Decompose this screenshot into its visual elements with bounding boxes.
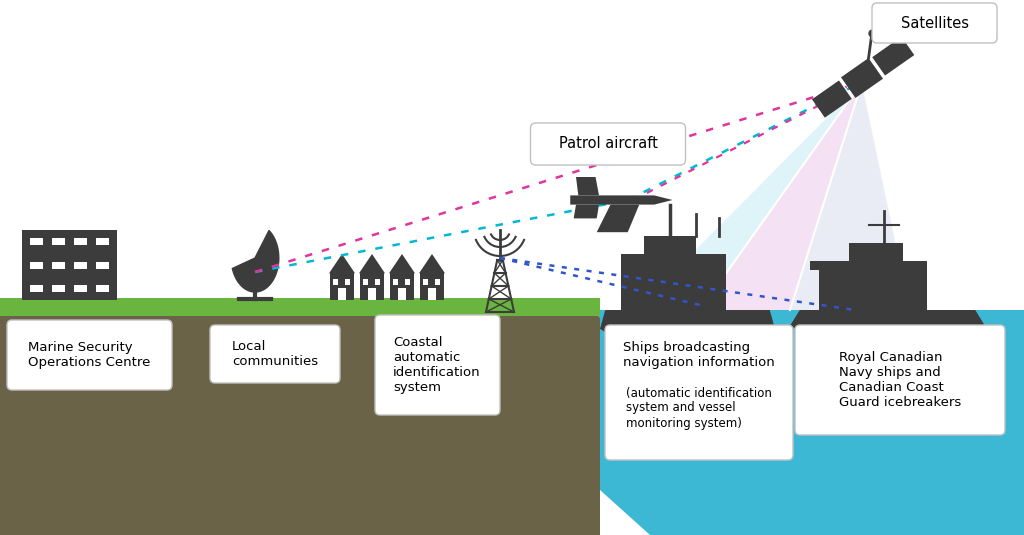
Bar (74, 262, 87, 269)
Bar (393, 279, 398, 285)
FancyBboxPatch shape (210, 325, 340, 383)
FancyBboxPatch shape (605, 325, 793, 460)
Bar (435, 279, 440, 285)
Bar (96, 239, 110, 246)
Bar (404, 279, 411, 285)
Bar (22, 230, 117, 300)
Bar (52, 262, 66, 269)
Bar (398, 288, 406, 300)
Polygon shape (389, 254, 415, 273)
Bar (30, 262, 43, 269)
Polygon shape (419, 254, 445, 273)
Bar (0, 310, 600, 535)
Text: Marine Security
Operations Centre: Marine Security Operations Centre (29, 341, 151, 369)
Bar (810, 261, 833, 270)
Text: Royal Canadian
Navy ships and
Canadian Coast
Guard icebreakers: Royal Canadian Navy ships and Canadian C… (839, 351, 962, 409)
Polygon shape (812, 80, 852, 118)
Bar (52, 239, 66, 246)
Text: (automatic identification
system and vessel
monitoring system): (automatic identification system and ves… (626, 386, 772, 430)
Polygon shape (841, 58, 883, 98)
Bar (74, 285, 87, 292)
Bar (330, 273, 354, 300)
Polygon shape (570, 195, 673, 204)
Text: Satellites: Satellites (900, 16, 969, 30)
Polygon shape (871, 37, 914, 76)
Bar (360, 273, 384, 300)
PathPatch shape (580, 310, 1024, 535)
Polygon shape (573, 204, 599, 218)
FancyBboxPatch shape (7, 320, 172, 390)
Text: Local
communities: Local communities (232, 340, 318, 368)
Bar (333, 279, 338, 285)
Bar (345, 279, 350, 285)
Ellipse shape (617, 215, 631, 222)
Bar (819, 261, 927, 310)
Polygon shape (597, 204, 639, 232)
FancyBboxPatch shape (872, 3, 997, 43)
Polygon shape (790, 82, 910, 310)
Bar (0, 298, 600, 316)
Text: Patrol aircraft: Patrol aircraft (558, 136, 657, 151)
Bar (338, 288, 345, 300)
Text: Coastal
automatic
identification
system: Coastal automatic identification system (393, 336, 481, 394)
Polygon shape (329, 254, 355, 273)
Bar (30, 239, 43, 246)
Polygon shape (359, 254, 385, 273)
Bar (428, 288, 435, 300)
Polygon shape (700, 82, 862, 310)
Bar (96, 262, 110, 269)
Bar (390, 273, 414, 300)
FancyBboxPatch shape (375, 315, 500, 415)
Bar (96, 285, 110, 292)
Polygon shape (232, 231, 279, 292)
FancyBboxPatch shape (530, 123, 685, 165)
Polygon shape (600, 310, 775, 341)
Polygon shape (790, 310, 985, 339)
Bar (52, 285, 66, 292)
Polygon shape (635, 82, 862, 310)
Bar (362, 279, 369, 285)
Bar (849, 242, 903, 261)
FancyBboxPatch shape (795, 325, 1005, 435)
Bar (30, 285, 43, 292)
Bar (423, 279, 428, 285)
Bar (420, 273, 444, 300)
Bar (621, 254, 726, 310)
Bar (369, 288, 376, 300)
Text: Ships broadcasting
navigation information: Ships broadcasting navigation informatio… (624, 341, 775, 369)
Polygon shape (575, 177, 599, 195)
Bar (644, 236, 696, 254)
Bar (375, 279, 380, 285)
Bar (74, 239, 87, 246)
